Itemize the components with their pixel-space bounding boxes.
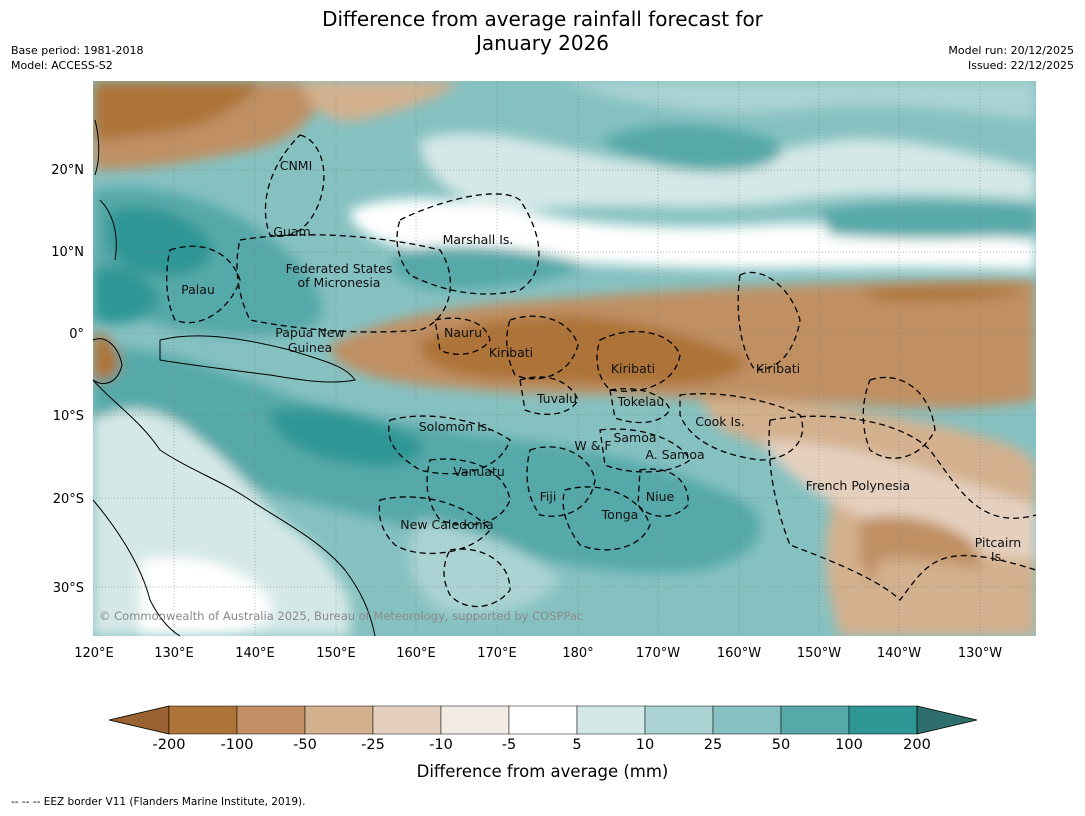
colorbar-swatch xyxy=(440,705,510,735)
title-line-2: January 2026 xyxy=(475,31,610,55)
label-palau: Palau xyxy=(181,282,215,297)
label-american-samoa: A. Samoa xyxy=(645,447,704,462)
label-niue: Niue xyxy=(646,489,675,504)
lat-label: 30°S xyxy=(53,581,84,596)
model-name: Model: ACCESS-S2 xyxy=(11,59,113,72)
label-tuvalu: Tuvalu xyxy=(536,391,577,406)
lon-label: 140°E xyxy=(235,646,275,661)
colorbar-tick: -10 xyxy=(429,737,453,753)
forecast-field xyxy=(93,81,1036,636)
label-solomon-is: Solomon Is. xyxy=(419,419,492,434)
colorbar-swatch xyxy=(372,705,442,735)
label-pitcairn-line1: Pitcairn xyxy=(975,535,1021,550)
graticule xyxy=(93,81,1036,636)
lon-label: 180° xyxy=(562,646,593,661)
lat-label: 20°N xyxy=(51,163,84,178)
label-pitcairn-line2: Is. xyxy=(991,549,1005,564)
meta-right: Model run: 20/12/2025 Issued: 22/12/2025 xyxy=(948,43,1074,73)
latitude-labels: 20°N 10°N 0° 10°S 20°S 30°S xyxy=(51,163,84,596)
lon-label: 150°W xyxy=(797,646,841,661)
colorbar xyxy=(108,705,978,735)
eez-border-note: -- -- -- EEZ border V11 (Flanders Marine… xyxy=(11,796,306,808)
lat-label: 20°S xyxy=(53,492,84,507)
lat-label: 10°S xyxy=(53,409,84,424)
colorbar-extend-high xyxy=(916,705,978,735)
colorbar-tick: -100 xyxy=(220,737,254,753)
label-fiji: Fiji xyxy=(540,489,557,504)
colorbar-tick: -200 xyxy=(152,737,186,753)
colorbar-label: Difference from average (mm) xyxy=(416,762,669,781)
lon-label: 130°W xyxy=(958,646,1002,661)
place-labels: CNMI Guam Marshall Is. Federated States … xyxy=(181,158,1021,564)
label-kiribati-phoenix: Kiribati xyxy=(611,361,655,376)
colorbar-swatch xyxy=(508,705,578,735)
lon-label: 170°W xyxy=(636,646,680,661)
colorbar-swatch xyxy=(780,705,850,735)
label-wallis-futuna: W & F xyxy=(574,438,611,453)
label-kiribati-line: Kiribati xyxy=(756,361,800,376)
label-vanuatu: Vanuatu xyxy=(453,464,505,479)
colorbar-tick: 10 xyxy=(635,737,655,753)
label-tokelau: Tokelau xyxy=(617,394,665,409)
colorbar-tick: 5 xyxy=(572,737,582,753)
colorbar-extend-low xyxy=(108,705,170,735)
label-french-polynesia: French Polynesia xyxy=(806,478,910,493)
label-png-line2: Guinea xyxy=(288,340,332,355)
colorbar-tick: -25 xyxy=(361,737,385,753)
colorbar-tick: 200 xyxy=(903,737,931,753)
eez-borders xyxy=(166,134,1037,608)
model-run: Model run: 20/12/2025 xyxy=(948,44,1074,57)
coastlines xyxy=(92,119,376,637)
label-png-line1: Papua New xyxy=(275,325,344,340)
colorbar-tick: -50 xyxy=(293,737,317,753)
label-samoa: Samoa xyxy=(613,430,656,445)
colorbar-tick: -5 xyxy=(501,737,517,753)
colorbar-swatch xyxy=(644,705,714,735)
colorbar-swatch xyxy=(848,705,918,735)
meta-left: Base period: 1981-2018 Model: ACCESS-S2 xyxy=(11,43,143,73)
colorbar-swatch xyxy=(168,705,238,735)
lat-label: 0° xyxy=(69,327,84,342)
colorbar-tick: 100 xyxy=(835,737,863,753)
label-fsm-line1: Federated States xyxy=(286,261,393,276)
copyright-notice: © Commonwealth of Australia 2025, Bureau… xyxy=(99,609,584,623)
colorbar-swatch xyxy=(304,705,374,735)
label-kiribati-gilbert: Kiribati xyxy=(489,345,533,360)
lon-label: 160°E xyxy=(396,646,436,661)
colorbar-swatch xyxy=(712,705,782,735)
label-fsm-line2: of Micronesia xyxy=(298,275,381,290)
label-cnmi: CNMI xyxy=(280,158,313,173)
lon-label: 120°E xyxy=(74,646,114,661)
colorbar-swatch xyxy=(236,705,306,735)
colorbar-tick: 25 xyxy=(703,737,723,753)
colorbar-tick: 50 xyxy=(771,737,791,753)
lon-label: 140°W xyxy=(877,646,921,661)
lat-label: 10°N xyxy=(51,245,84,260)
label-nauru: Nauru xyxy=(444,325,482,340)
longitude-labels: 120°E 130°E 140°E 150°E 160°E 170°E 180°… xyxy=(74,646,1002,661)
label-guam: Guam xyxy=(273,224,310,239)
label-cook-is: Cook Is. xyxy=(695,414,744,429)
lon-label: 150°E xyxy=(316,646,356,661)
chart-title: Difference from average rainfall forecas… xyxy=(0,7,1085,55)
issued-date: Issued: 22/12/2025 xyxy=(967,59,1074,72)
base-period: Base period: 1981-2018 xyxy=(11,44,144,57)
colorbar-swatch xyxy=(576,705,646,735)
lon-label: 160°W xyxy=(717,646,761,661)
lon-label: 130°E xyxy=(154,646,194,661)
label-tonga: Tonga xyxy=(601,507,639,522)
title-line-1: Difference from average rainfall forecas… xyxy=(322,7,763,31)
lon-label: 170°E xyxy=(477,646,517,661)
label-marshall-is: Marshall Is. xyxy=(443,232,514,247)
label-new-caledonia: New Caledonia xyxy=(400,517,493,532)
